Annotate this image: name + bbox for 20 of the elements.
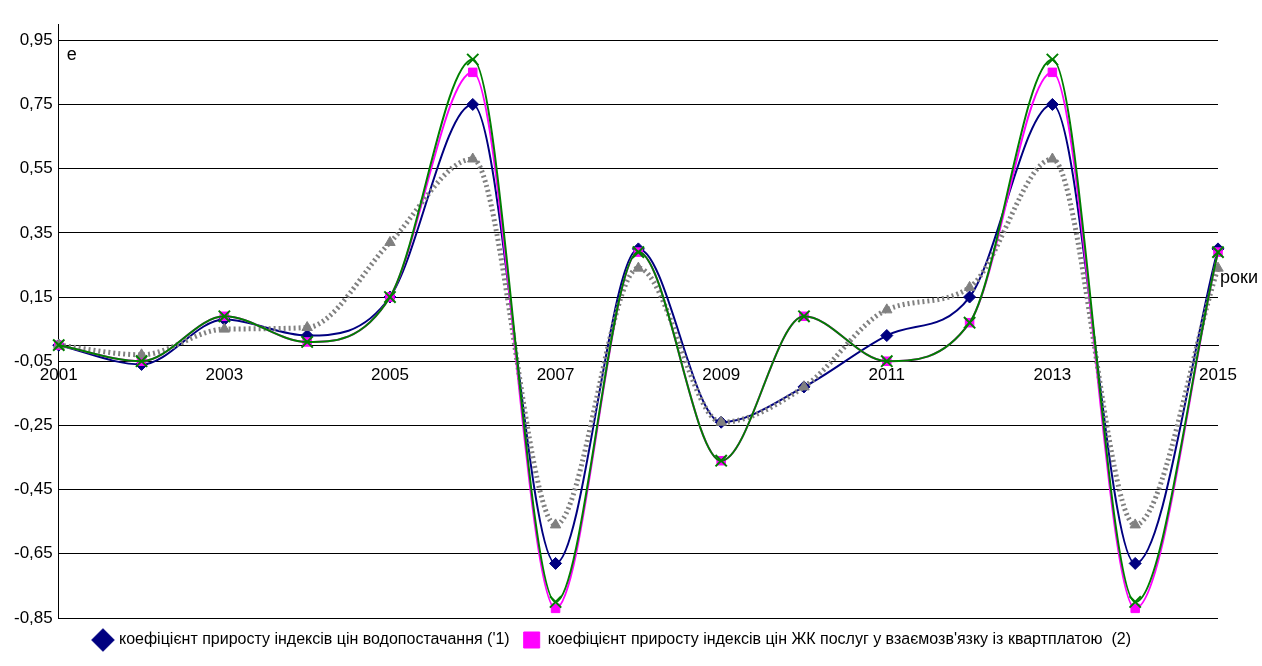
x-tick-label: 2005: [371, 365, 409, 385]
x-tick-label: 2003: [205, 365, 244, 385]
x-axis-title: роки: [1220, 267, 1258, 288]
y-axis-title: е: [66, 44, 77, 65]
x-tick-label: 2007: [536, 365, 575, 385]
legend-label: коефіцієнт приросту індексів цін водопостачання ('1): [118, 630, 510, 648]
x-tick-label: 2013: [1033, 365, 1072, 385]
y-tick-label: -0,25: [14, 415, 53, 435]
y-tick-label: -0,85: [14, 607, 53, 627]
x-tick-label: 2009: [702, 365, 741, 385]
y-tick-label: 0,15: [19, 286, 53, 306]
legend-label: коефіцієнт приросту індексів цін ЖК послуг у взаємозв'язку із квартплатою (2): [547, 630, 1132, 648]
y-tick-label: -0,45: [14, 479, 53, 499]
y-tick-label: 0,55: [19, 158, 53, 178]
y-tick-label: -0,65: [14, 543, 53, 563]
x-tick-label: 2015: [1199, 365, 1237, 385]
y-tick-label: 0,75: [19, 94, 53, 114]
y-tick-label: 0,95: [19, 29, 53, 49]
x-tick-label: 2011: [868, 365, 906, 385]
y-tick-label: 0,35: [19, 222, 53, 242]
